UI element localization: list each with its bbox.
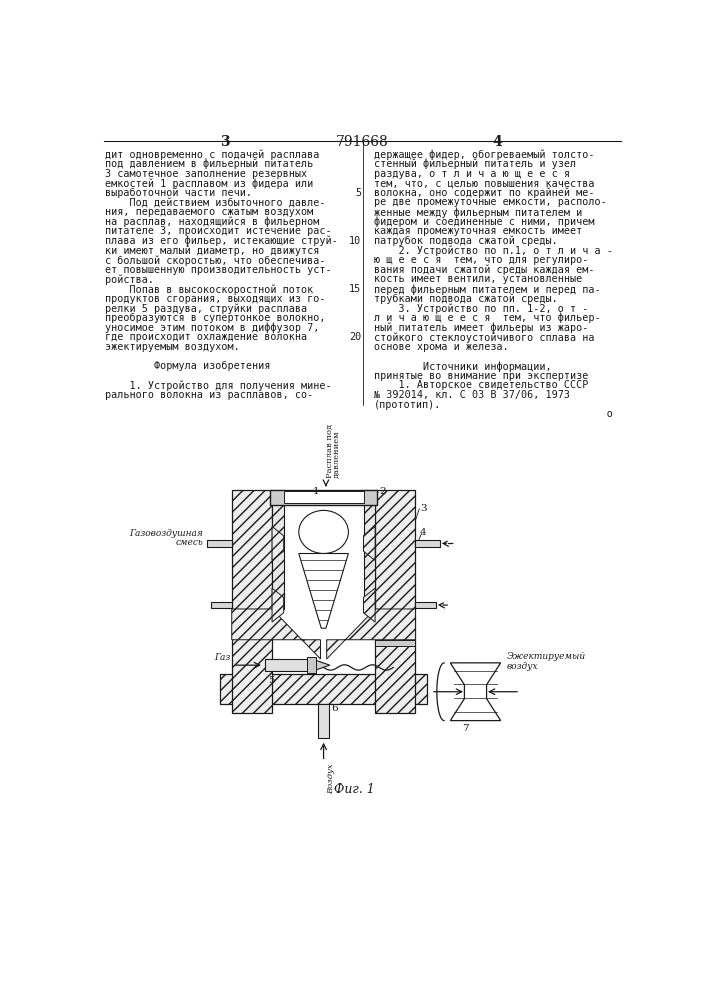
Text: 15: 15: [349, 284, 361, 294]
Polygon shape: [450, 663, 501, 721]
Text: 10: 10: [349, 236, 361, 246]
Text: принятые во внимание при экспертизе: принятые во внимание при экспертизе: [373, 371, 588, 381]
Text: на расплав, находящийся в фильерном: на расплав, находящийся в фильерном: [105, 217, 320, 227]
Polygon shape: [299, 554, 349, 628]
Bar: [416, 540, 440, 547]
Text: выработочной части печи.: выработочной части печи.: [105, 188, 252, 198]
Bar: [220, 674, 427, 704]
Polygon shape: [232, 609, 320, 659]
Text: 1. Устройство для получения мине-: 1. Устройство для получения мине-: [105, 380, 332, 391]
Polygon shape: [363, 527, 375, 560]
Bar: [375, 490, 416, 713]
Text: ния, передаваемого сжатым воздухом: ния, передаваемого сжатым воздухом: [105, 207, 314, 217]
Text: 4: 4: [420, 528, 427, 537]
Text: под давлением в фильерный питатель: под давлением в фильерный питатель: [105, 159, 314, 169]
Text: емкостей 1 расплавом из фидера или: емкостей 1 расплавом из фидера или: [105, 178, 314, 189]
Bar: [307, 657, 316, 673]
Bar: [284, 491, 363, 503]
Bar: [375, 640, 416, 646]
Text: 5: 5: [355, 188, 361, 198]
Text: питателе 3, происходит истечение рас-: питателе 3, происходит истечение рас-: [105, 226, 332, 236]
Text: Эжектируемый: Эжектируемый: [507, 652, 586, 661]
Text: 3: 3: [220, 135, 230, 149]
Text: трубками подвода сжатой среды.: трубками подвода сжатой среды.: [373, 294, 557, 304]
Text: № 392014, кл. С 03 В 37/06, 1973: № 392014, кл. С 03 В 37/06, 1973: [373, 390, 570, 400]
Text: плава из его фильер, истекающие струй-: плава из его фильер, истекающие струй-: [105, 236, 338, 246]
Bar: [363, 490, 375, 609]
Text: давлением: давлением: [332, 430, 340, 478]
Polygon shape: [315, 660, 329, 671]
Text: рального волокна из расплавов, со-: рального волокна из расплавов, со-: [105, 390, 314, 400]
Text: ет повышенную производительность уст-: ет повышенную производительность уст-: [105, 265, 332, 275]
Text: ки имеют малый диаметр, но движутся: ки имеют малый диаметр, но движутся: [105, 246, 320, 256]
Text: женные между фильерным питателем и: женные между фильерным питателем и: [373, 207, 582, 218]
Polygon shape: [272, 588, 284, 622]
Text: Расплав под: Расплав под: [326, 424, 334, 478]
Text: 6: 6: [332, 704, 338, 713]
Text: кость имеет вентили, установленные: кость имеет вентили, установленные: [373, 274, 582, 284]
Text: вания подачи сжатой среды каждая ем-: вания подачи сжатой среды каждая ем-: [373, 265, 594, 275]
Text: 4: 4: [493, 135, 503, 149]
Text: 5: 5: [268, 676, 274, 685]
Text: 1: 1: [313, 487, 320, 496]
Text: уносимое этим потоком в диффузор 7,: уносимое этим потоком в диффузор 7,: [105, 323, 320, 333]
Text: ре две промежуточные емкости, располо-: ре две промежуточные емкости, располо-: [373, 197, 607, 207]
Text: 20: 20: [349, 332, 361, 342]
Bar: [416, 602, 436, 608]
Text: перед фильерным питателем и перед па-: перед фильерным питателем и перед па-: [373, 284, 600, 295]
Text: Источники информации,: Источники информации,: [373, 361, 551, 372]
Text: ный питатель имеет фильеры из жаро-: ный питатель имеет фильеры из жаро-: [373, 323, 588, 333]
Bar: [270, 490, 378, 505]
Text: где происходит охлаждение волокна: где происходит охлаждение волокна: [105, 332, 308, 342]
Ellipse shape: [299, 510, 349, 554]
Text: дит одновременно с подачей расплава: дит одновременно с подачей расплава: [105, 149, 320, 160]
Bar: [318, 704, 329, 738]
Text: 3. Устройство по пп. 1-2, о т -: 3. Устройство по пп. 1-2, о т -: [373, 303, 588, 314]
Bar: [272, 490, 284, 609]
Text: л и ч а ю щ е е с я  тем, что фильер-: л и ч а ю щ е е с я тем, что фильер-: [373, 313, 600, 323]
Text: продуктов сгорания, выходящих из го-: продуктов сгорания, выходящих из го-: [105, 294, 326, 304]
Text: эжектируемым воздухом.: эжектируемым воздухом.: [105, 342, 240, 352]
Bar: [207, 540, 232, 547]
Text: Воздух: Воздух: [327, 763, 334, 794]
Text: смесь: смесь: [175, 538, 203, 547]
Text: 2: 2: [379, 487, 385, 496]
Text: Попав в высокоскоростной поток: Попав в высокоскоростной поток: [105, 284, 314, 295]
Text: ю щ е е с я  тем, что для регулиро-: ю щ е е с я тем, что для регулиро-: [373, 255, 588, 265]
Text: раздува, о т л и ч а ю щ е е с я: раздува, о т л и ч а ю щ е е с я: [373, 169, 570, 179]
Text: стойкого стеклоустойчивого сплава на: стойкого стеклоустойчивого сплава на: [373, 332, 594, 343]
Text: 3: 3: [420, 504, 427, 513]
Text: релки 5 раздува, струйки расплава: релки 5 раздува, струйки расплава: [105, 303, 308, 314]
Bar: [232, 490, 272, 713]
Text: 7: 7: [462, 724, 469, 733]
Text: Газовоздушная: Газовоздушная: [129, 529, 203, 538]
Polygon shape: [363, 588, 375, 622]
Text: тем, что, с целью повышения качества: тем, что, с целью повышения качества: [373, 178, 594, 188]
Text: волокна, оно содержит по крайней ме-: волокна, оно содержит по крайней ме-: [373, 188, 594, 198]
Text: Фиг. 1: Фиг. 1: [334, 783, 375, 796]
Text: Под действием избыточного давле-: Под действием избыточного давле-: [105, 197, 326, 207]
Text: ройства.: ройства.: [105, 274, 154, 285]
Polygon shape: [327, 609, 416, 659]
Text: 1. Авторское свидетельство СССР: 1. Авторское свидетельство СССР: [373, 380, 588, 390]
Text: основе хрома и железа.: основе хрома и железа.: [373, 342, 508, 352]
Text: преобразуются в супертонкое волокно,: преобразуются в супертонкое волокно,: [105, 313, 326, 323]
Text: 2. Устройство по п.1, о т л и ч а -: 2. Устройство по п.1, о т л и ч а -: [373, 246, 612, 256]
Text: 791668: 791668: [336, 135, 388, 149]
Text: о: о: [373, 409, 612, 419]
Text: (прототип).: (прототип).: [373, 400, 441, 410]
Text: Формула изобретения: Формула изобретения: [105, 361, 271, 371]
Text: воздух: воздух: [507, 662, 539, 671]
Bar: [211, 602, 232, 608]
Text: с большой скоростью, что обеспечива-: с большой скоростью, что обеспечива-: [105, 255, 326, 266]
Polygon shape: [272, 527, 284, 560]
Text: Газ: Газ: [214, 653, 230, 662]
Text: патрубок подвода сжатой среды.: патрубок подвода сжатой среды.: [373, 236, 557, 246]
Text: фидером и соединенные с ними, причем: фидером и соединенные с ними, причем: [373, 217, 594, 227]
Text: стенный фильерный питатель и узел: стенный фильерный питатель и узел: [373, 159, 575, 169]
Text: 3 самотечное заполнение резервных: 3 самотечное заполнение резервных: [105, 169, 308, 179]
Text: держащее фидер, обогреваемый толсто-: держащее фидер, обогреваемый толсто-: [373, 149, 594, 160]
Text: каждая промежуточная емкость имеет: каждая промежуточная емкость имеет: [373, 226, 582, 236]
Bar: [265, 659, 316, 671]
